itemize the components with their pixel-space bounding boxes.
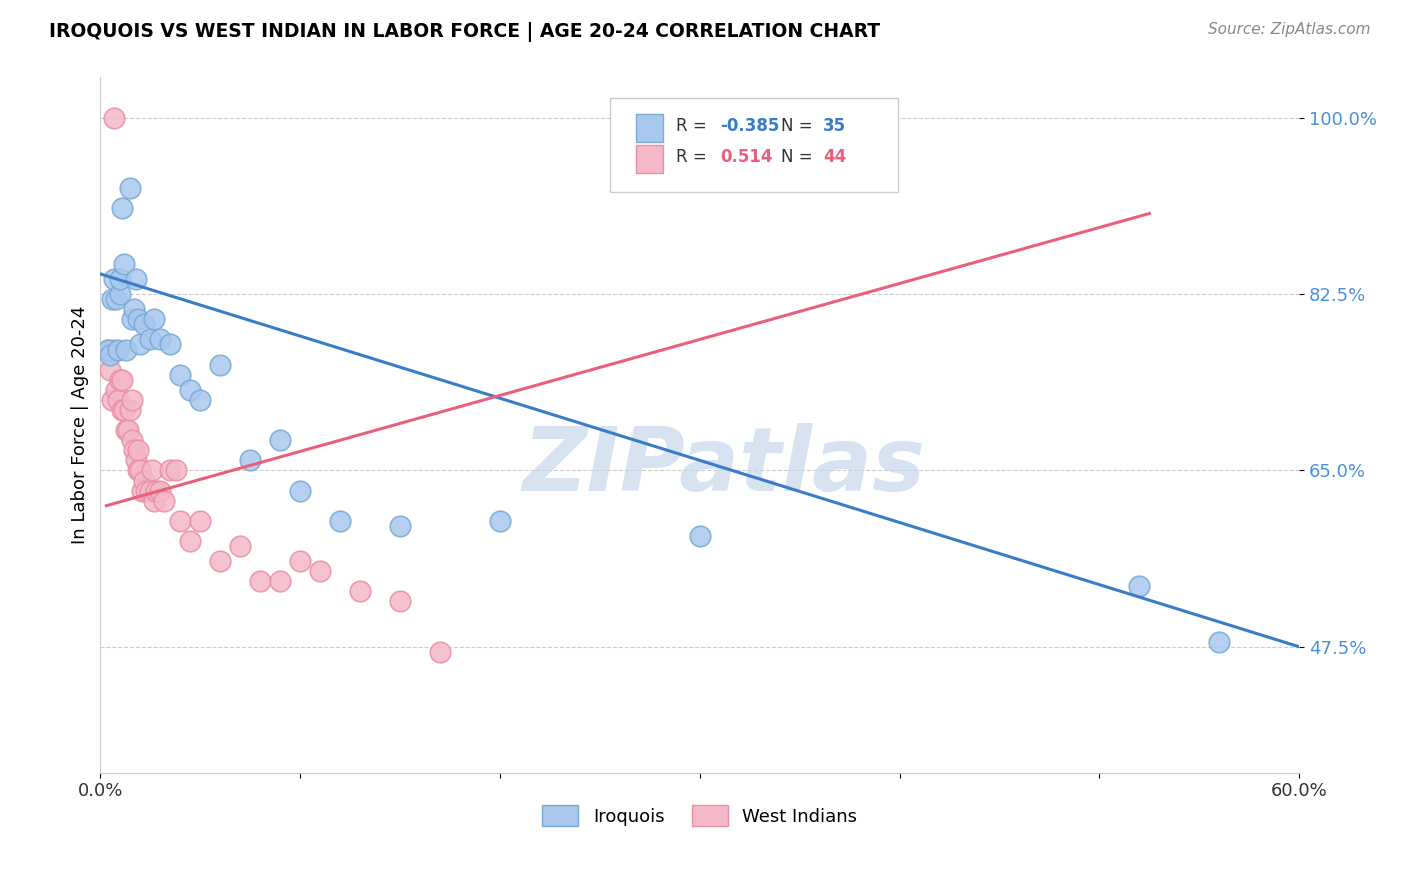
Point bbox=[105, 292, 128, 306]
Point bbox=[117, 423, 139, 437]
Point bbox=[179, 533, 201, 548]
Point bbox=[127, 443, 149, 458]
Point bbox=[110, 272, 132, 286]
Point bbox=[127, 463, 149, 477]
Point bbox=[145, 483, 167, 498]
Point bbox=[105, 383, 128, 397]
Text: -0.385: -0.385 bbox=[720, 117, 779, 135]
Point bbox=[127, 312, 149, 326]
Point bbox=[188, 514, 211, 528]
Point bbox=[209, 358, 232, 372]
Text: 35: 35 bbox=[824, 117, 846, 135]
Point bbox=[159, 463, 181, 477]
Point bbox=[169, 514, 191, 528]
Point bbox=[115, 343, 138, 357]
Point bbox=[120, 181, 142, 195]
Point bbox=[129, 463, 152, 477]
Point bbox=[689, 529, 711, 543]
Point bbox=[134, 474, 156, 488]
Point bbox=[125, 272, 148, 286]
Y-axis label: In Labor Force | Age 20-24: In Labor Force | Age 20-24 bbox=[72, 306, 89, 544]
Text: N =: N = bbox=[782, 117, 818, 135]
Point bbox=[125, 453, 148, 467]
Point bbox=[124, 443, 146, 458]
Point bbox=[121, 392, 143, 407]
Point bbox=[309, 564, 332, 578]
Point bbox=[143, 312, 166, 326]
Point bbox=[112, 403, 135, 417]
Point bbox=[288, 554, 311, 568]
Point bbox=[179, 383, 201, 397]
Point bbox=[165, 463, 187, 477]
Point bbox=[229, 539, 252, 553]
Point bbox=[103, 343, 125, 357]
Point bbox=[141, 463, 163, 477]
Point bbox=[121, 312, 143, 326]
Point bbox=[149, 483, 172, 498]
Point bbox=[389, 519, 412, 533]
Point bbox=[107, 392, 129, 407]
Point bbox=[288, 483, 311, 498]
Point bbox=[188, 392, 211, 407]
Point bbox=[134, 318, 156, 332]
Text: IROQUOIS VS WEST INDIAN IN LABOR FORCE | AGE 20-24 CORRELATION CHART: IROQUOIS VS WEST INDIAN IN LABOR FORCE |… bbox=[49, 22, 880, 42]
Point bbox=[97, 343, 120, 357]
Text: ZIPatlas: ZIPatlas bbox=[522, 424, 925, 510]
Point bbox=[269, 574, 291, 589]
Point bbox=[131, 483, 153, 498]
Point bbox=[153, 493, 176, 508]
Point bbox=[98, 362, 121, 376]
Point bbox=[209, 554, 232, 568]
Point bbox=[269, 434, 291, 448]
Point bbox=[389, 594, 412, 608]
Point bbox=[110, 373, 132, 387]
Point bbox=[111, 373, 134, 387]
Point bbox=[120, 403, 142, 417]
Point bbox=[111, 202, 134, 216]
Point bbox=[143, 493, 166, 508]
Point bbox=[159, 337, 181, 351]
Point bbox=[489, 514, 512, 528]
Point bbox=[329, 514, 352, 528]
Text: Source: ZipAtlas.com: Source: ZipAtlas.com bbox=[1208, 22, 1371, 37]
Point bbox=[135, 483, 157, 498]
Point bbox=[97, 343, 120, 357]
Point bbox=[1208, 634, 1230, 648]
Bar bbox=[637, 145, 662, 173]
Text: R =: R = bbox=[676, 117, 711, 135]
Point bbox=[124, 302, 146, 317]
Point bbox=[121, 434, 143, 448]
Point bbox=[129, 337, 152, 351]
Point bbox=[139, 333, 162, 347]
Point bbox=[101, 292, 124, 306]
Point bbox=[101, 392, 124, 407]
Point bbox=[107, 343, 129, 357]
Text: N =: N = bbox=[782, 148, 818, 167]
Point bbox=[429, 645, 451, 659]
Point bbox=[1128, 579, 1150, 593]
Text: 44: 44 bbox=[824, 148, 846, 167]
Point bbox=[111, 403, 134, 417]
Text: 0.514: 0.514 bbox=[720, 148, 773, 167]
Point bbox=[112, 257, 135, 271]
Point bbox=[139, 483, 162, 498]
Point bbox=[239, 453, 262, 467]
Point bbox=[98, 347, 121, 361]
Bar bbox=[637, 114, 662, 142]
Point bbox=[103, 111, 125, 125]
Point bbox=[249, 574, 271, 589]
Point bbox=[169, 368, 191, 382]
Point bbox=[115, 423, 138, 437]
Text: R =: R = bbox=[676, 148, 711, 167]
FancyBboxPatch shape bbox=[610, 98, 897, 192]
Point bbox=[103, 272, 125, 286]
Point bbox=[149, 333, 172, 347]
Point bbox=[110, 287, 132, 301]
Point bbox=[349, 584, 371, 599]
Legend: Iroquois, West Indians: Iroquois, West Indians bbox=[536, 798, 865, 833]
